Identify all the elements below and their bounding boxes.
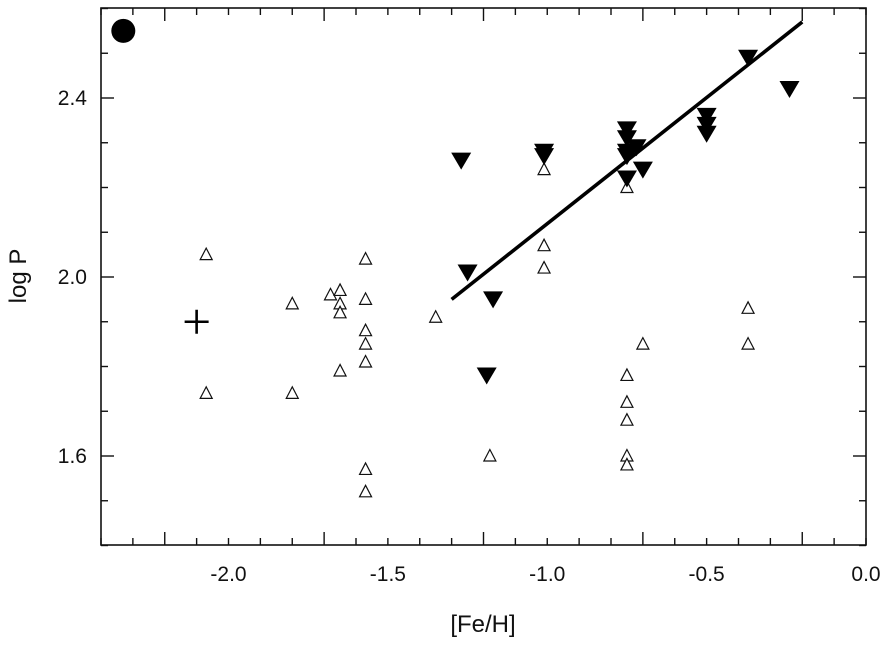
filled-triangle-point	[738, 49, 759, 67]
filled-triangle-point	[451, 152, 472, 170]
open-triangle-point	[199, 385, 214, 399]
open-triangle-point	[358, 251, 373, 265]
open-triangle-point	[482, 448, 497, 462]
open-triangle-point	[285, 296, 300, 310]
axis-ticks: -2.0 -1.5 -1.0 -0.5 0.0 1.6 2.0 2.4	[58, 7, 881, 586]
open-triangle-point	[358, 322, 373, 337]
open-triangle-point	[741, 336, 756, 350]
filled-triangle-point	[632, 161, 653, 179]
open-triangle-point	[358, 336, 373, 350]
plot-frame	[100, 7, 867, 546]
open-triangle-point	[428, 309, 443, 323]
open-triangle-point	[537, 161, 552, 176]
plus-point	[184, 309, 209, 334]
filled-triangle-point	[476, 367, 497, 385]
filled-triangle-point	[779, 81, 800, 99]
open-triangle-point	[619, 412, 634, 426]
data-marks	[111, 18, 804, 498]
open-triangle-point	[537, 237, 552, 252]
x-tick-label: -2.0	[210, 563, 246, 586]
y-tick-label: 2.0	[58, 266, 87, 289]
open-triangle-point	[333, 282, 348, 297]
filled-triangle-point	[457, 264, 478, 282]
filled-triangle-point	[616, 121, 637, 139]
open-triangle-point	[333, 305, 348, 319]
y-axis-title: log P	[5, 249, 32, 304]
filled-triangle-point	[616, 148, 637, 166]
open-triangle-point	[358, 291, 373, 305]
filled-circle-point	[111, 18, 136, 43]
x-tick-label: 0.0	[851, 563, 880, 586]
filled-triangle-point	[616, 170, 637, 188]
open-triangle-point	[537, 260, 552, 274]
filled-triangle-point	[483, 291, 504, 309]
open-triangle-point	[323, 287, 338, 301]
open-triangle-point	[358, 484, 373, 498]
x-axis-title: [Fe/H]	[450, 611, 515, 638]
y-tick-label: 2.4	[58, 87, 88, 110]
y-tick-label: 1.6	[58, 445, 87, 468]
x-tick-label: -1.5	[370, 563, 406, 586]
open-triangle-point	[619, 457, 634, 471]
open-triangle-point	[333, 363, 348, 377]
open-triangle-point	[619, 394, 634, 408]
open-triangle-point	[358, 354, 373, 368]
filled-triangle-point	[696, 116, 717, 134]
x-tick-label: -1.0	[529, 563, 565, 586]
open-triangle-point	[199, 246, 214, 261]
open-triangle-point	[741, 300, 756, 314]
open-triangle-point	[635, 336, 650, 350]
filled-triangle-point	[534, 148, 555, 166]
filled-triangle-point	[696, 125, 717, 143]
open-triangle-point	[358, 461, 373, 476]
filled-triangle-point	[616, 130, 637, 148]
open-triangle-point	[619, 367, 634, 382]
x-tick-label: -0.5	[689, 563, 725, 586]
filled-triangle-point	[696, 107, 717, 125]
filled-triangle-point	[626, 139, 647, 157]
open-triangle-point	[285, 385, 300, 399]
